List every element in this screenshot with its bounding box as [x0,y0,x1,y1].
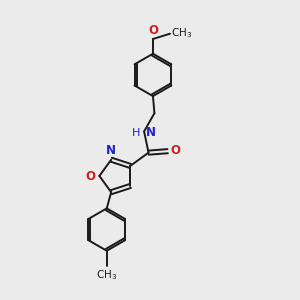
Text: CH$_3$: CH$_3$ [96,268,117,282]
Text: H: H [132,128,140,138]
Text: O: O [170,144,180,157]
Text: CH$_3$: CH$_3$ [172,26,193,40]
Text: N: N [106,144,116,157]
Text: N: N [146,126,156,140]
Text: O: O [148,24,158,37]
Text: O: O [86,170,96,183]
